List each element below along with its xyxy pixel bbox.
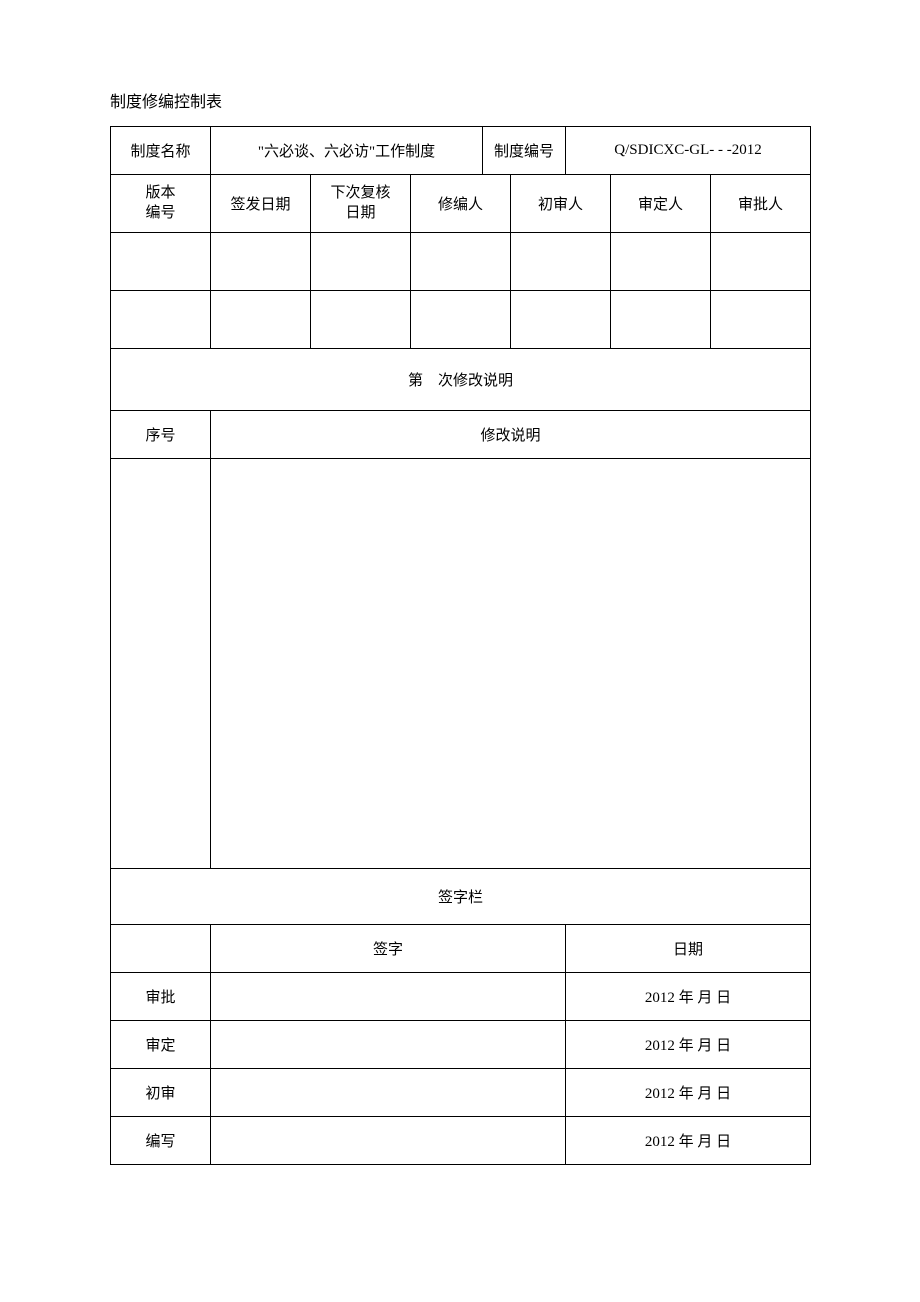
header-row-1: 制度名称 "六必谈、六必访"工作制度 制度编号 Q/SDICXC-GL- - -… <box>111 127 811 175</box>
cell-blank <box>311 233 411 291</box>
page-title: 制度修编控制表 <box>110 88 810 112</box>
sign-row-review: 审定 2012 年 月 日 <box>111 1021 811 1069</box>
cell-modification-desc <box>211 459 811 869</box>
label-review: 审定 <box>111 1021 211 1069</box>
cell-blank <box>311 291 411 349</box>
mod-header-post: 次修改说明 <box>438 373 513 389</box>
label-preliminary-sign: 初审 <box>111 1069 211 1117</box>
label-sign-date: 签发日期 <box>211 175 311 233</box>
modification-header-row: 第 次修改说明 <box>111 349 811 411</box>
label-date: 日期 <box>566 925 811 973</box>
version-no-line2: 编号 <box>111 204 210 224</box>
version-no-line1: 版本 <box>111 184 210 204</box>
cell-sign <box>211 973 566 1021</box>
sign-section-header: 签字栏 <box>111 869 811 925</box>
label-approver: 审批人 <box>711 175 811 233</box>
control-table: 制度名称 "六必谈、六必访"工作制度 制度编号 Q/SDICXC-GL- - -… <box>110 126 811 1165</box>
label-system-name: 制度名称 <box>111 127 211 175</box>
value-system-name: "六必谈、六必访"工作制度 <box>211 127 483 175</box>
data-row-1 <box>111 233 811 291</box>
cell-blank <box>411 291 511 349</box>
modification-header: 第 次修改说明 <box>111 349 811 411</box>
mod-header-pre: 第 <box>408 373 423 389</box>
label-modification-desc: 修改说明 <box>211 411 811 459</box>
sign-section-header-row: 签字栏 <box>111 869 811 925</box>
data-row-2 <box>111 291 811 349</box>
label-compile: 编写 <box>111 1117 211 1165</box>
label-reviewer: 审定人 <box>611 175 711 233</box>
cell-blank <box>111 291 211 349</box>
label-seq-no: 序号 <box>111 411 211 459</box>
label-version-no: 版本 编号 <box>111 175 211 233</box>
cell-blank <box>711 233 811 291</box>
cell-sign <box>211 1021 566 1069</box>
modification-columns-row: 序号 修改说明 <box>111 411 811 459</box>
header-row-2: 版本 编号 签发日期 下次复核 日期 修编人 初审人 审定人 审批人 <box>111 175 811 233</box>
cell-blank <box>511 233 611 291</box>
cell-sign <box>211 1117 566 1165</box>
sign-row-compile: 编写 2012 年 月 日 <box>111 1117 811 1165</box>
label-review-date: 下次复核 日期 <box>311 175 411 233</box>
value-system-no: Q/SDICXC-GL- - -2012 <box>566 127 811 175</box>
sign-row-preliminary: 初审 2012 年 月 日 <box>111 1069 811 1117</box>
cell-date: 2012 年 月 日 <box>566 1069 811 1117</box>
sign-row-approval: 审批 2012 年 月 日 <box>111 973 811 1021</box>
cell-blank <box>411 233 511 291</box>
cell-blank <box>611 291 711 349</box>
review-date-line2: 日期 <box>311 204 410 224</box>
cell-blank <box>111 233 211 291</box>
review-date-line1: 下次复核 <box>311 184 410 204</box>
cell-seq-no <box>111 459 211 869</box>
cell-date: 2012 年 月 日 <box>566 973 811 1021</box>
cell-blank <box>211 291 311 349</box>
cell-blank <box>111 925 211 973</box>
cell-blank <box>511 291 611 349</box>
label-system-no: 制度编号 <box>483 127 566 175</box>
cell-date: 2012 年 月 日 <box>566 1021 811 1069</box>
cell-blank <box>711 291 811 349</box>
label-signature: 签字 <box>211 925 566 973</box>
cell-date: 2012 年 月 日 <box>566 1117 811 1165</box>
cell-sign <box>211 1069 566 1117</box>
modification-content-row <box>111 459 811 869</box>
label-preliminary: 初审人 <box>511 175 611 233</box>
cell-blank <box>611 233 711 291</box>
sign-columns-row: 签字 日期 <box>111 925 811 973</box>
label-approval: 审批 <box>111 973 211 1021</box>
label-editor: 修编人 <box>411 175 511 233</box>
cell-blank <box>211 233 311 291</box>
